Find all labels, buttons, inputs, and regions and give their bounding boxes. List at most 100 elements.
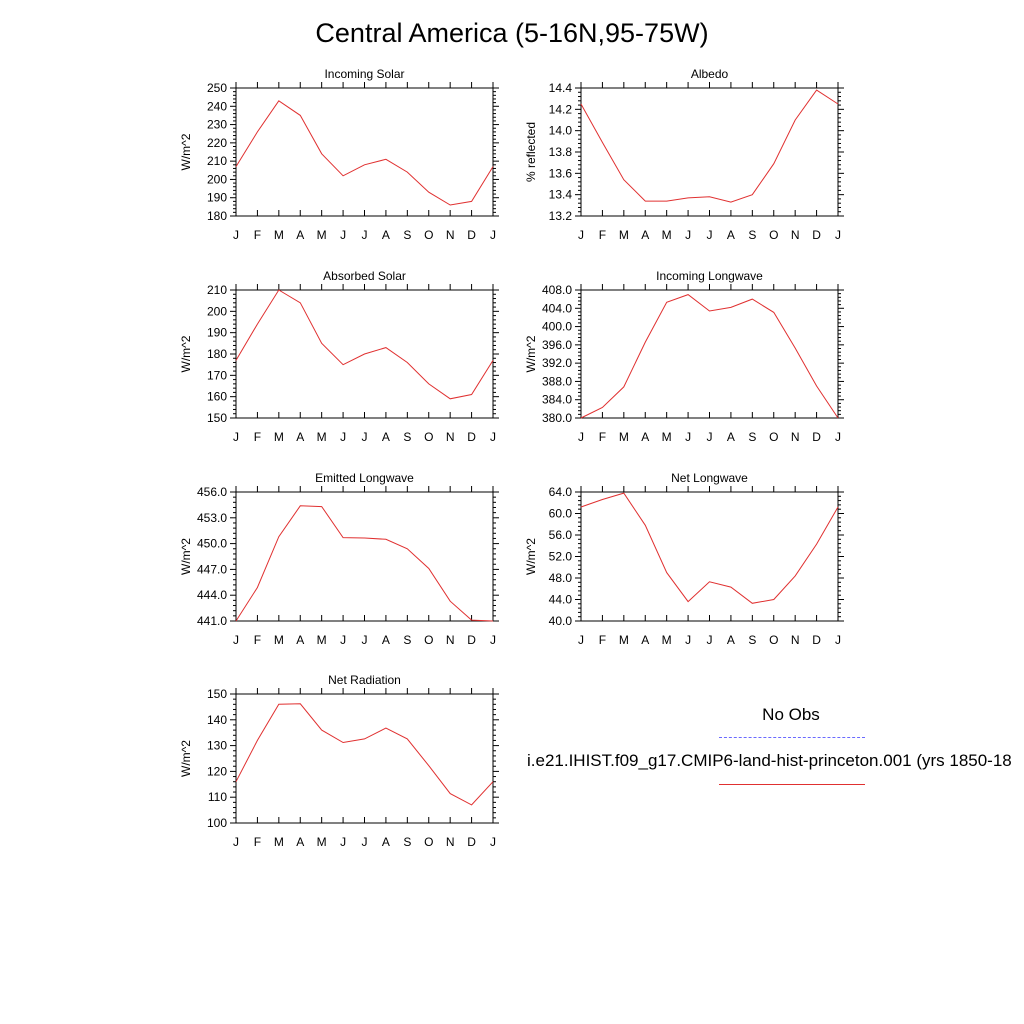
x-tick-label: O xyxy=(424,430,433,444)
y-tick-label: 396.0 xyxy=(542,338,572,352)
x-tick-label: A xyxy=(382,633,390,647)
plot-frame xyxy=(235,693,494,824)
y-tick-label: 64.0 xyxy=(549,485,573,499)
x-tick-label: J xyxy=(233,633,239,647)
y-tick-label: 404.0 xyxy=(542,301,572,315)
x-tick-label: J xyxy=(835,633,841,647)
y-tick-label: 441.0 xyxy=(197,614,227,628)
x-tick-label: J xyxy=(490,633,496,647)
x-tick-label: J xyxy=(835,430,841,444)
x-tick-label: J xyxy=(685,430,691,444)
x-tick-label: J xyxy=(340,430,346,444)
y-axis-label: W/m^2 xyxy=(524,335,538,372)
x-tick-label: M xyxy=(274,835,284,849)
y-tick-label: 450.0 xyxy=(197,537,227,551)
y-tick-label: 120 xyxy=(207,764,227,778)
x-tick-label: J xyxy=(578,633,584,647)
x-tick-label: O xyxy=(769,430,778,444)
y-tick-label: 453.0 xyxy=(197,511,227,525)
x-tick-label: A xyxy=(641,633,649,647)
x-tick-label: J xyxy=(835,228,841,242)
x-tick-label: J xyxy=(233,228,239,242)
y-tick-label: 140 xyxy=(207,713,227,727)
series-line xyxy=(235,289,494,400)
chart-panel-1: J F M A M J J A S O N D J180190200210220230240250Inc… xyxy=(179,67,499,242)
x-tick-label: S xyxy=(748,633,756,647)
y-tick-label: 160 xyxy=(207,390,227,404)
y-tick-label: 13.8 xyxy=(549,145,573,159)
y-tick-label: 170 xyxy=(207,368,227,382)
x-tick-label: A xyxy=(296,633,304,647)
x-tick-label: J xyxy=(233,835,239,849)
x-tick-label: M xyxy=(619,430,629,444)
x-tick-label: J xyxy=(233,430,239,444)
x-tick-label: F xyxy=(254,633,261,647)
x-tick-label: S xyxy=(403,835,411,849)
panel-title: Incoming Solar xyxy=(324,67,404,81)
plot-frame xyxy=(580,289,839,419)
x-tick-label: M xyxy=(317,835,327,849)
x-tick-label: J xyxy=(707,633,713,647)
y-tick-label: 240 xyxy=(207,99,227,113)
y-axis-label: % reflected xyxy=(524,122,538,182)
x-tick-label: O xyxy=(424,835,433,849)
x-tick-label: S xyxy=(403,633,411,647)
chart-panel-5: J F M A M J J A S O N D J441.0444.0447.0450.0453.045… xyxy=(179,471,499,647)
x-tick-label: A xyxy=(727,228,735,242)
x-tick-label: J xyxy=(362,835,368,849)
chart-panel-6: J F M A M J J A S O N D J40.044.048.052.056.060.064.… xyxy=(524,471,844,647)
y-tick-label: 250 xyxy=(207,81,227,95)
x-tick-label: F xyxy=(254,228,261,242)
x-tick-label: N xyxy=(791,228,800,242)
y-tick-label: 14.2 xyxy=(549,102,573,116)
x-tick-label: O xyxy=(769,633,778,647)
y-tick-label: 150 xyxy=(207,687,227,701)
x-tick-label: O xyxy=(424,633,433,647)
x-tick-label: O xyxy=(769,228,778,242)
series-line xyxy=(235,100,494,206)
y-tick-label: 392.0 xyxy=(542,356,572,370)
x-tick-label: M xyxy=(274,430,284,444)
x-tick-label: D xyxy=(467,430,476,444)
y-tick-label: 200 xyxy=(207,304,227,318)
panel-title: Incoming Longwave xyxy=(656,269,763,283)
x-tick-label: M xyxy=(662,430,672,444)
x-tick-label: F xyxy=(599,633,606,647)
series-line xyxy=(235,505,494,622)
x-tick-label: A xyxy=(641,228,649,242)
x-tick-label: A xyxy=(641,430,649,444)
legend-obs-line xyxy=(719,737,865,738)
x-tick-label: D xyxy=(467,835,476,849)
panel-title: Net Longwave xyxy=(671,471,748,485)
figure-title: Central America (5-16N,95-75W) xyxy=(315,18,709,48)
x-tick-label: S xyxy=(748,430,756,444)
y-axis-label: W/m^2 xyxy=(179,133,193,170)
y-tick-label: 380.0 xyxy=(542,411,572,425)
y-tick-label: 200 xyxy=(207,172,227,186)
x-tick-label: J xyxy=(490,228,496,242)
x-tick-label: N xyxy=(446,430,455,444)
chart-panel-2: J F M A M J J A S O N D J13.213.413.613.814.014.214.… xyxy=(524,67,844,242)
plot-frame xyxy=(580,491,839,622)
x-tick-label: D xyxy=(812,228,821,242)
legend-obs-label: No Obs xyxy=(762,705,820,724)
x-tick-label: A xyxy=(727,430,735,444)
y-tick-label: 13.6 xyxy=(549,166,573,180)
series-line xyxy=(580,492,839,604)
x-tick-label: A xyxy=(382,835,390,849)
y-tick-label: 190 xyxy=(207,191,227,205)
y-tick-label: 130 xyxy=(207,739,227,753)
panel-title: Net Radiation xyxy=(328,673,401,687)
x-tick-label: A xyxy=(296,430,304,444)
x-tick-label: F xyxy=(254,835,261,849)
x-tick-label: M xyxy=(274,228,284,242)
x-tick-label: M xyxy=(662,228,672,242)
x-tick-label: J xyxy=(362,228,368,242)
x-tick-label: M xyxy=(317,228,327,242)
y-tick-label: 456.0 xyxy=(197,485,227,499)
x-tick-label: A xyxy=(296,228,304,242)
y-tick-label: 210 xyxy=(207,283,227,297)
x-tick-label: M xyxy=(619,633,629,647)
x-tick-label: J xyxy=(340,835,346,849)
x-tick-label: F xyxy=(254,430,261,444)
